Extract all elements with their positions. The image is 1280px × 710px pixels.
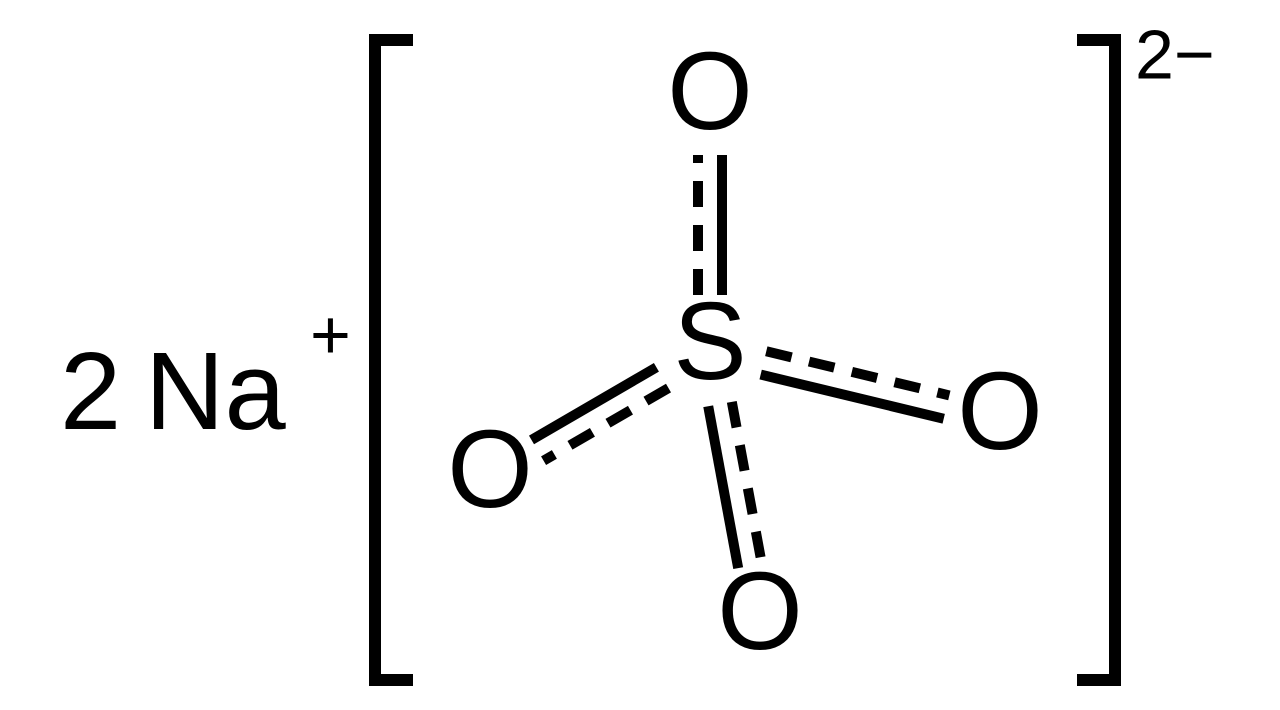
- oxygen-atom-left: O: [447, 408, 533, 531]
- right-bracket: [1077, 40, 1115, 680]
- bond-right-dashed: [766, 351, 949, 395]
- cation-coefficient: 2: [60, 330, 121, 453]
- sulfur-atom: S: [673, 280, 746, 403]
- oxygen-atom-right: O: [957, 350, 1043, 473]
- anion-charge: 2−: [1135, 15, 1215, 93]
- bond-right-solid: [761, 375, 944, 419]
- bond-left-solid: [532, 367, 657, 440]
- sodium-sulfate-structure: 2Na +2− S O O O O: [0, 0, 1280, 710]
- oxygen-atom-top: O: [667, 30, 753, 153]
- left-bracket: [375, 40, 413, 680]
- cation-element: Na: [145, 330, 286, 453]
- oxygen-atom-bottom: O: [717, 550, 803, 673]
- bond-bottom-solid: [708, 406, 738, 568]
- cation-charge: +: [310, 295, 351, 373]
